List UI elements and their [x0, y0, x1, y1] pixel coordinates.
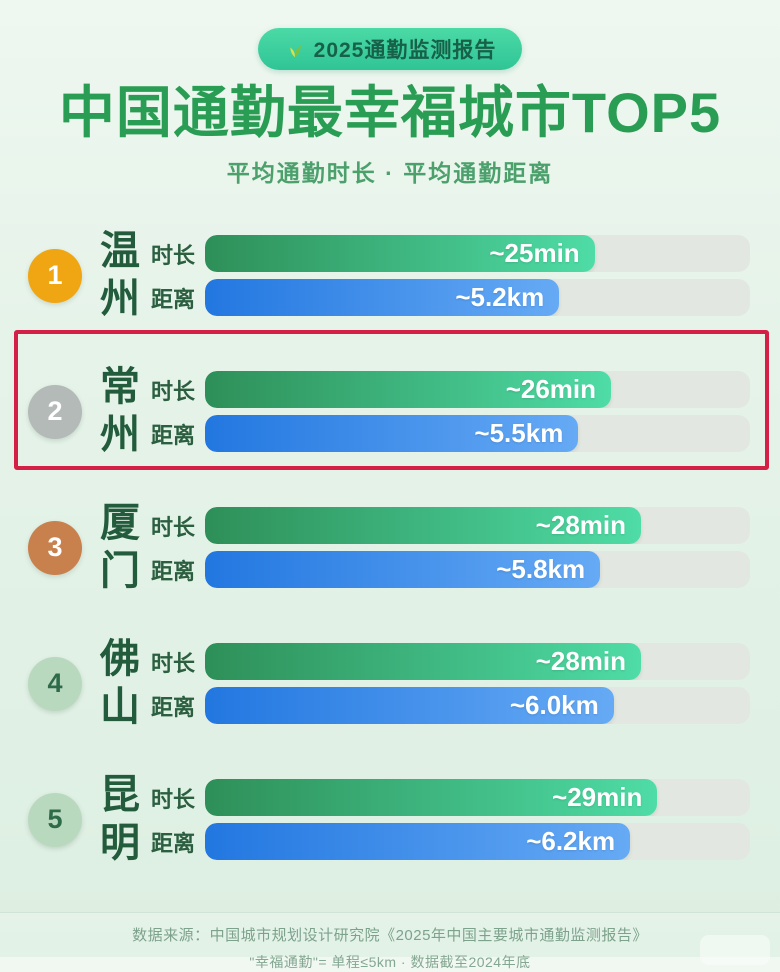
leaf-icon [284, 38, 306, 60]
duration-bar-label: 时长 [151, 242, 196, 268]
duration-bar-track: ~28min [205, 643, 750, 681]
distance-bar-line: 距离 ~6.2km [151, 823, 750, 861]
rank-badge: 3 [28, 520, 82, 575]
bars-group: 时长 ~26min 距离 ~5.5km [151, 371, 750, 453]
duration-bar-track: ~25min [205, 235, 750, 273]
duration-bar-track: ~26min [205, 371, 750, 409]
bars-group: 时长 ~29min 距离 ~6.2km [151, 779, 750, 861]
distance-value: ~5.8km [496, 554, 586, 585]
distance-value: ~6.0km [509, 690, 599, 721]
city-name: 厦门 [100, 501, 140, 593]
watermark [700, 935, 770, 965]
bars-group: 时长 ~25min 距离 ~5.2km [151, 235, 750, 317]
distance-bar-label: 距离 [151, 694, 196, 720]
duration-bar-label: 时长 [151, 786, 196, 812]
distance-bar-track: ~5.8km [205, 551, 750, 589]
distance-bar-track: ~5.5km [205, 415, 750, 453]
city-row: 1 温州 时长 ~25min 距离 ~5.2km [0, 208, 780, 344]
badge-label: 2025通勤监测报告 [313, 39, 497, 62]
distance-bar-line: 距离 ~5.2km [151, 279, 750, 317]
city-name: 常州 [100, 365, 140, 457]
distance-bar-line: 距离 ~5.5km [151, 415, 750, 453]
distance-value: ~5.2km [455, 282, 545, 313]
duration-bar-track: ~28min [205, 507, 750, 545]
duration-bar-line: 时长 ~26min [151, 371, 750, 409]
duration-bar: ~25min [205, 235, 595, 273]
duration-bar: ~28min [205, 643, 641, 681]
distance-bar-label: 距离 [151, 286, 196, 312]
distance-bar-line: 距离 ~6.0km [151, 687, 750, 725]
duration-value: ~28min [535, 510, 626, 541]
distance-bar: ~6.2km [205, 823, 631, 861]
rank-badge: 4 [28, 656, 82, 711]
city-name: 佛山 [100, 637, 140, 729]
city-row: 5 昆明 时长 ~29min 距离 ~6.2km [0, 752, 780, 888]
rank-number: 3 [47, 532, 63, 563]
rank-number: 1 [47, 260, 63, 291]
report-badge: 2025通勤监测报告 [257, 28, 523, 70]
city-row: 2 常州 时长 ~26min 距离 ~5.5km [0, 329, 780, 480]
duration-value: ~29min [552, 782, 643, 813]
distance-value: ~5.5km [474, 418, 564, 449]
distance-bar-label: 距离 [151, 558, 196, 584]
city-rows: 1 温州 时长 ~25min 距离 ~5.2km [0, 208, 780, 888]
distance-bar-label: 距离 [151, 422, 196, 448]
rank-badge: 2 [28, 384, 82, 439]
duration-bar-line: 时长 ~28min [151, 507, 750, 545]
data-source-text: 数据来源：中国城市规划设计研究院《2025年中国主要城市通勤监测报告》 [132, 926, 648, 944]
distance-bar-track: ~5.2km [205, 279, 750, 317]
duration-bar: ~26min [205, 371, 612, 409]
duration-bar: ~29min [205, 779, 658, 817]
rank-number: 4 [47, 668, 63, 699]
distance-value: ~6.2km [526, 826, 616, 857]
page-title: 中国通勤最幸福城市TOP5 [58, 81, 722, 144]
city-name: 昆明 [100, 773, 140, 865]
duration-bar-line: 时长 ~29min [151, 779, 750, 817]
distance-bar-track: ~6.2km [205, 823, 750, 861]
duration-bar: ~28min [205, 507, 641, 545]
city-row: 3 厦门 时长 ~28min 距离 ~5.8km [0, 480, 780, 616]
rank-badge: 5 [28, 792, 82, 847]
definition-text: "幸福通勤"= 单程≤5km · 数据截至2024年底 [249, 953, 531, 970]
rank-number: 5 [47, 804, 63, 835]
duration-value: ~25min [489, 238, 580, 269]
duration-bar-track: ~29min [205, 779, 750, 817]
distance-bar: ~5.5km [205, 415, 579, 453]
rank-badge: 1 [28, 248, 82, 303]
bars-group: 时长 ~28min 距离 ~6.0km [151, 643, 750, 725]
distance-bar: ~5.8km [205, 551, 601, 589]
distance-bar: ~5.2km [205, 279, 560, 317]
duration-value: ~26min [505, 374, 597, 405]
duration-bar-label: 时长 [151, 514, 196, 540]
distance-bar-line: 距离 ~5.8km [151, 551, 750, 589]
distance-bar-track: ~6.0km [205, 687, 750, 725]
duration-bar-line: 时长 ~25min [151, 235, 750, 273]
duration-bar-label: 时长 [151, 650, 196, 676]
city-row: 4 佛山 时长 ~28min 距离 ~6.0km [0, 616, 780, 752]
duration-bar-line: 时长 ~28min [151, 643, 750, 681]
duration-value: ~28min [535, 646, 626, 677]
bars-group: 时长 ~28min 距离 ~5.8km [151, 507, 750, 589]
footer: 数据来源：中国城市规划设计研究院《2025年中国主要城市通勤监测报告》 "幸福通… [0, 911, 780, 972]
city-name: 温州 [100, 229, 140, 321]
rank-number: 2 [47, 396, 63, 427]
duration-bar-label: 时长 [151, 378, 196, 404]
page-subtitle: 平均通勤时长 · 平均通勤距离 [226, 159, 554, 186]
distance-bar: ~6.0km [205, 687, 614, 725]
distance-bar-label: 距离 [151, 830, 196, 856]
